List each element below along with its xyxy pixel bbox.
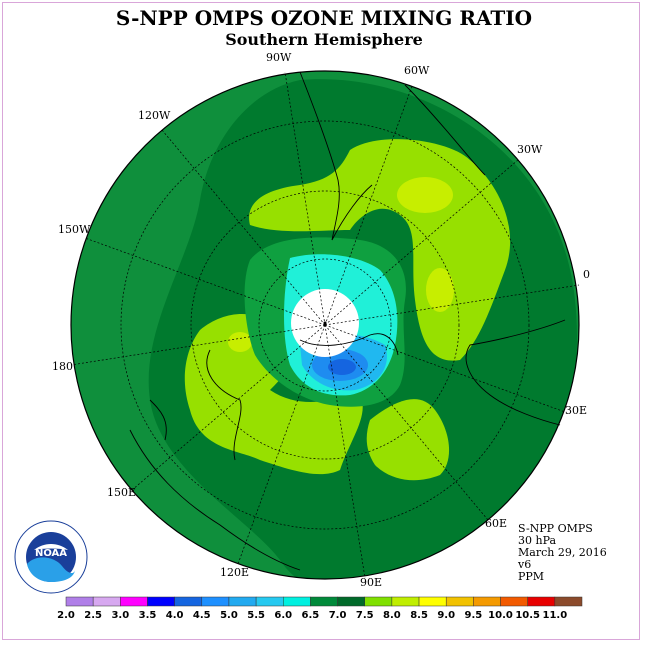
colorbar-labels: 2.0 2.5 3.0 3.5 4.0 4.5 5.0 5.5 6.0 6.5 7.0 7.5 8.0 8… <box>57 610 567 621</box>
field-7-5-8-0-a <box>397 177 453 213</box>
colorbar-tick-label: 2.0 <box>57 610 75 621</box>
field-7-0-7-5-b <box>184 313 363 475</box>
colorbar-swatch <box>228 596 257 607</box>
info-instrument: S-NPP OMPS <box>518 522 593 535</box>
colorbar-tick-label: 6.5 <box>302 610 320 621</box>
south-pole-marker <box>323 321 327 325</box>
colorbar-swatch <box>418 596 447 607</box>
colorbar-tick-label: 2.5 <box>84 610 102 621</box>
colorbar-swatch <box>65 596 94 607</box>
field-4-0-4-5 <box>328 359 356 375</box>
colorbar-swatch <box>147 596 175 607</box>
info-date: March 29, 2016 <box>518 546 607 559</box>
colorbar-swatch <box>120 596 148 607</box>
lon-label-0: 0 <box>583 268 590 281</box>
field-7-0-7-5-c <box>366 399 450 481</box>
lon-label-60e: 60E <box>485 517 507 530</box>
colorbar-swatches <box>65 596 583 607</box>
colorbar-tick-label: 8.5 <box>410 610 428 621</box>
noaa-logo-icon: NOAA <box>14 520 88 594</box>
colorbar-tick-label: 9.5 <box>465 610 483 621</box>
colorbar-tick-label: 4.0 <box>166 610 184 621</box>
colorbar-swatch <box>174 596 203 607</box>
lon-label-90w: 90W <box>266 51 292 64</box>
colorbar-tick-label: 7.0 <box>329 610 347 621</box>
colorbar-tick-label: 4.5 <box>193 610 211 621</box>
colorbar-swatch <box>337 596 365 607</box>
colorbar-tick-label: 3.0 <box>111 610 129 621</box>
colorbar-swatch <box>92 596 121 607</box>
lon-label-60w: 60W <box>404 64 430 77</box>
lon-label-150e: 150E <box>107 486 136 499</box>
colorbar-tick-label: 5.0 <box>220 610 238 621</box>
colorbar-tick-label: 5.5 <box>247 610 265 621</box>
lon-label-90e: 90E <box>360 576 382 589</box>
colorbar-tick-label: 8.0 <box>383 610 401 621</box>
colorbar-swatch <box>283 596 311 607</box>
graticule-parallels <box>120 120 530 530</box>
colorbar-tick-label: 10.5 <box>515 610 540 621</box>
info-level: 30 hPa <box>518 534 557 547</box>
colorbar-swatch <box>364 596 393 607</box>
image-frame <box>2 2 640 640</box>
colorbar-tick-label: 9.0 <box>437 610 455 621</box>
info-version: v6 <box>518 558 532 571</box>
lon-label-180: 180 <box>52 360 73 373</box>
colorbar-swatch <box>527 596 556 607</box>
colorbar-tick-label: 11.0 <box>542 610 567 621</box>
coastlines <box>129 71 566 571</box>
colorbar-swatch <box>310 596 338 607</box>
colorbar-swatch <box>445 596 474 607</box>
colorbar-tick-label: 7.5 <box>356 610 374 621</box>
colorbar-swatch <box>391 596 420 607</box>
map-title: S-NPP OMPS OZONE MIXING RATIO <box>115 6 533 30</box>
lon-label-120w: 120W <box>138 109 171 122</box>
colorbar-swatch <box>500 596 528 607</box>
colorbar-swatch <box>554 596 583 607</box>
lon-label-30w: 30W <box>517 143 543 156</box>
field-7-5-8-0-c <box>228 332 252 352</box>
lon-label-150w: 150W <box>58 223 91 236</box>
info-units: PPM <box>518 570 545 583</box>
map-info-block: S-NPP OMPS 30 hPa March 29, 2016 v6 PPM <box>518 523 607 583</box>
colorbar-tick-label: 6.0 <box>274 610 292 621</box>
lon-label-30e: 30E <box>565 404 587 417</box>
field-7-5-8-0-b <box>426 268 454 312</box>
lon-label-120e: 120E <box>220 566 249 579</box>
longitude-labels: 90W 60W 30W 0 30E 60E 90E 120E 150E 180 … <box>52 51 590 589</box>
colorbar-swatch <box>255 596 284 607</box>
graticule-meridians <box>70 71 580 579</box>
map-subtitle: Southern Hemisphere <box>225 30 423 49</box>
map-boundary <box>70 70 580 580</box>
colorbar-tick-label: 10.0 <box>488 610 513 621</box>
colorbar-swatch <box>201 596 230 607</box>
colorbar-tick-label: 3.5 <box>139 610 157 621</box>
svg-text:NOAA: NOAA <box>35 548 67 559</box>
colorbar-swatch <box>473 596 501 607</box>
